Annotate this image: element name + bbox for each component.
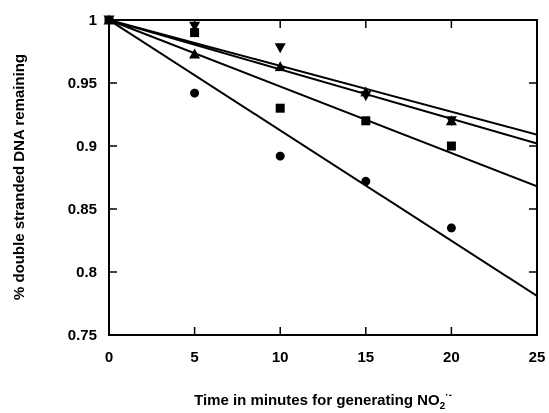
y-tick-label: 0.8 (76, 264, 97, 281)
fit-line-triangle-up (108, 19, 538, 145)
fit-line-triangle-down (108, 19, 538, 136)
data-point-triangle-down (445, 116, 457, 127)
data-point-circle (275, 151, 285, 161)
y-tick-label: 1 (89, 12, 97, 29)
y-tick-label: 0.95 (68, 75, 97, 92)
data-point-triangle-down (189, 21, 201, 32)
x-axis-label-superscript: ·- (445, 390, 452, 401)
x-tick-label: 10 (272, 349, 289, 366)
x-tick-label: 0 (105, 349, 113, 366)
x-tick-label: 20 (443, 349, 460, 366)
data-point-square (275, 103, 285, 113)
x-tick-label: 25 (529, 349, 546, 366)
data-point-circle (190, 88, 200, 98)
data-point-triangle-up (274, 61, 286, 72)
x-axis-label-main: Time in minutes for generating NO (194, 392, 440, 409)
data-point-triangle-down (360, 91, 372, 102)
fit-lines (108, 19, 538, 297)
data-point-square (446, 141, 456, 151)
y-axis-label: % double stranded DNA remaining (11, 54, 28, 300)
data-point-circle (361, 176, 371, 186)
data-point-triangle-up (189, 48, 201, 59)
plot-frame (108, 19, 538, 336)
x-axis-label-subscript: 2 (440, 401, 446, 412)
data-point-triangle-down (274, 43, 286, 54)
y-tick-label: 0.85 (68, 201, 97, 218)
fit-line-square (108, 19, 538, 188)
data-point-square (361, 116, 371, 126)
axis-ticks: 0 5 10 15 20 25 0.75 0.8 0.85 0.9 0.95 1 (68, 12, 546, 366)
data-markers (103, 14, 457, 233)
data-point-circle (446, 223, 456, 233)
x-tick-label: 15 (357, 349, 374, 366)
y-tick-label: 0.75 (68, 327, 97, 344)
data-point-square (190, 28, 200, 38)
fit-line-circle (108, 19, 538, 297)
data-point-triangle-down (103, 15, 115, 26)
x-tick-label: 5 (190, 349, 198, 366)
x-axis-label: Time in minutes for generating NO2·- (194, 390, 452, 412)
y-tick-label: 0.9 (76, 138, 97, 155)
